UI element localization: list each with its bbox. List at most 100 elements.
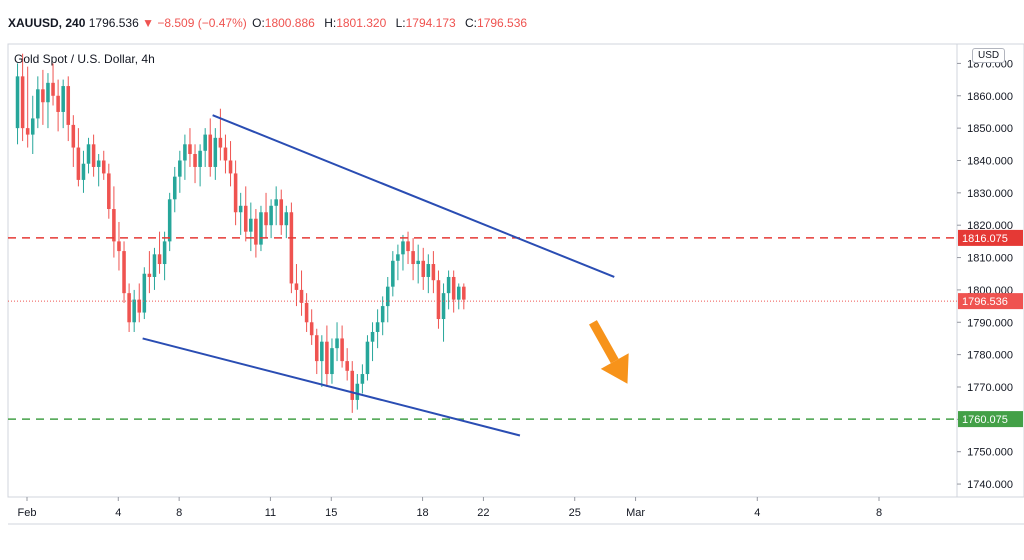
low-value: 1794.173 [405,16,456,30]
candle-body [193,154,197,167]
candle-body [183,144,187,161]
candle-body [380,306,385,323]
candle-body [167,199,172,242]
time-tick-label: 4 [115,507,121,519]
level-price-tag [958,411,1023,428]
candle-body [25,128,30,135]
candle-body [456,286,461,300]
candle-body [213,137,218,167]
candle-body [259,212,263,245]
time-tick-label: Mar [626,507,645,519]
open-value: 1800.886 [264,16,315,30]
candle-body [279,199,284,226]
last-price: 1796.536 [88,16,139,30]
candle-body [157,254,162,265]
candle-body [46,82,50,103]
candle-body [269,205,273,226]
trendline [142,337,521,437]
candle-body [20,76,25,129]
level-price-label: 1760.075 [962,414,1008,426]
candle-body [86,144,91,164]
time-tick-label: 22 [477,507,489,519]
high-value: 1801.320 [336,16,387,30]
candle-body [304,302,309,323]
candle-body [218,137,223,148]
candle-body [335,338,339,349]
candle-body [406,241,410,252]
level-price-label: 1816.075 [962,233,1008,245]
price-tick-label: 1750.000 [967,447,1013,459]
symbol-header: XAUUSD, 240 1796.536 ▼ −8.509 (−0.47%) O… [8,16,531,30]
currency-button[interactable]: USD [972,48,1006,63]
candle-body [375,322,380,332]
candle-body [172,176,177,200]
price-tick-label: 1850.000 [967,123,1013,135]
time-tick-label: 15 [325,507,337,519]
level-price-tag [958,293,1023,310]
time-tick-label: Feb [18,507,37,519]
price-tick-label: 1780.000 [967,350,1013,362]
price-tick-label: 1810.000 [967,253,1013,265]
candle-body [198,150,202,167]
price-tick-label: 1860.000 [967,91,1013,103]
candle-body [299,289,304,303]
candle-body [66,86,71,125]
candle-body [117,241,121,252]
candle-body [61,86,65,112]
down-arrow-icon: ▼ [142,16,155,30]
close-label: C: [465,16,478,30]
candle-body [243,205,248,232]
candle-body [101,160,106,174]
candle-body [76,147,81,180]
candle-body [441,293,446,320]
price-tick-label: 1790.000 [967,317,1013,329]
candle-body [309,322,314,336]
candle-body [340,338,344,362]
chart-subtitle: Gold Spot / U.S. Dollar, 4h [14,52,155,66]
candle-body [152,254,157,277]
candle-body [289,212,294,284]
candle-body [391,260,395,287]
candle-body [416,260,420,265]
candle-body [238,205,243,213]
candle-body [71,124,76,148]
candle-body [446,276,451,294]
close-value: 1796.536 [477,16,528,30]
level-price-label: 1796.536 [962,296,1008,308]
candle-body [137,299,142,313]
level-price-tag [958,229,1023,246]
candle-body [421,260,426,277]
candle-body [122,251,126,294]
candle-body [178,160,182,177]
candle-body [188,144,192,155]
candle-body [345,361,349,371]
candle-body [360,374,365,384]
candle-body [264,212,268,226]
candle-body [233,173,238,213]
candle-body [127,293,131,323]
candle-body [330,348,334,375]
high-label: H: [324,16,337,30]
down-arrow-head [600,353,629,384]
time-tick-label: 18 [416,507,428,519]
symbol-label[interactable]: XAUUSD, 240 [8,16,86,30]
candle-body [223,147,228,161]
candle-body [294,283,299,290]
plot-area [7,43,958,498]
price-tick-label: 1770.000 [967,382,1013,394]
price-tick-label: 1820.000 [967,220,1013,232]
candle-body [325,341,329,375]
price-tick-label: 1830.000 [967,188,1013,200]
time-tick-label: 11 [265,507,276,519]
candle-body [365,341,370,375]
trendline [212,114,615,278]
candle-body [228,160,233,174]
candle-body [320,341,324,362]
time-tick-label: 25 [569,507,581,519]
candle-body [36,89,40,119]
candle-body [274,199,278,206]
candle-body [355,383,360,400]
candle-body [30,118,35,135]
candle-body [426,264,431,277]
